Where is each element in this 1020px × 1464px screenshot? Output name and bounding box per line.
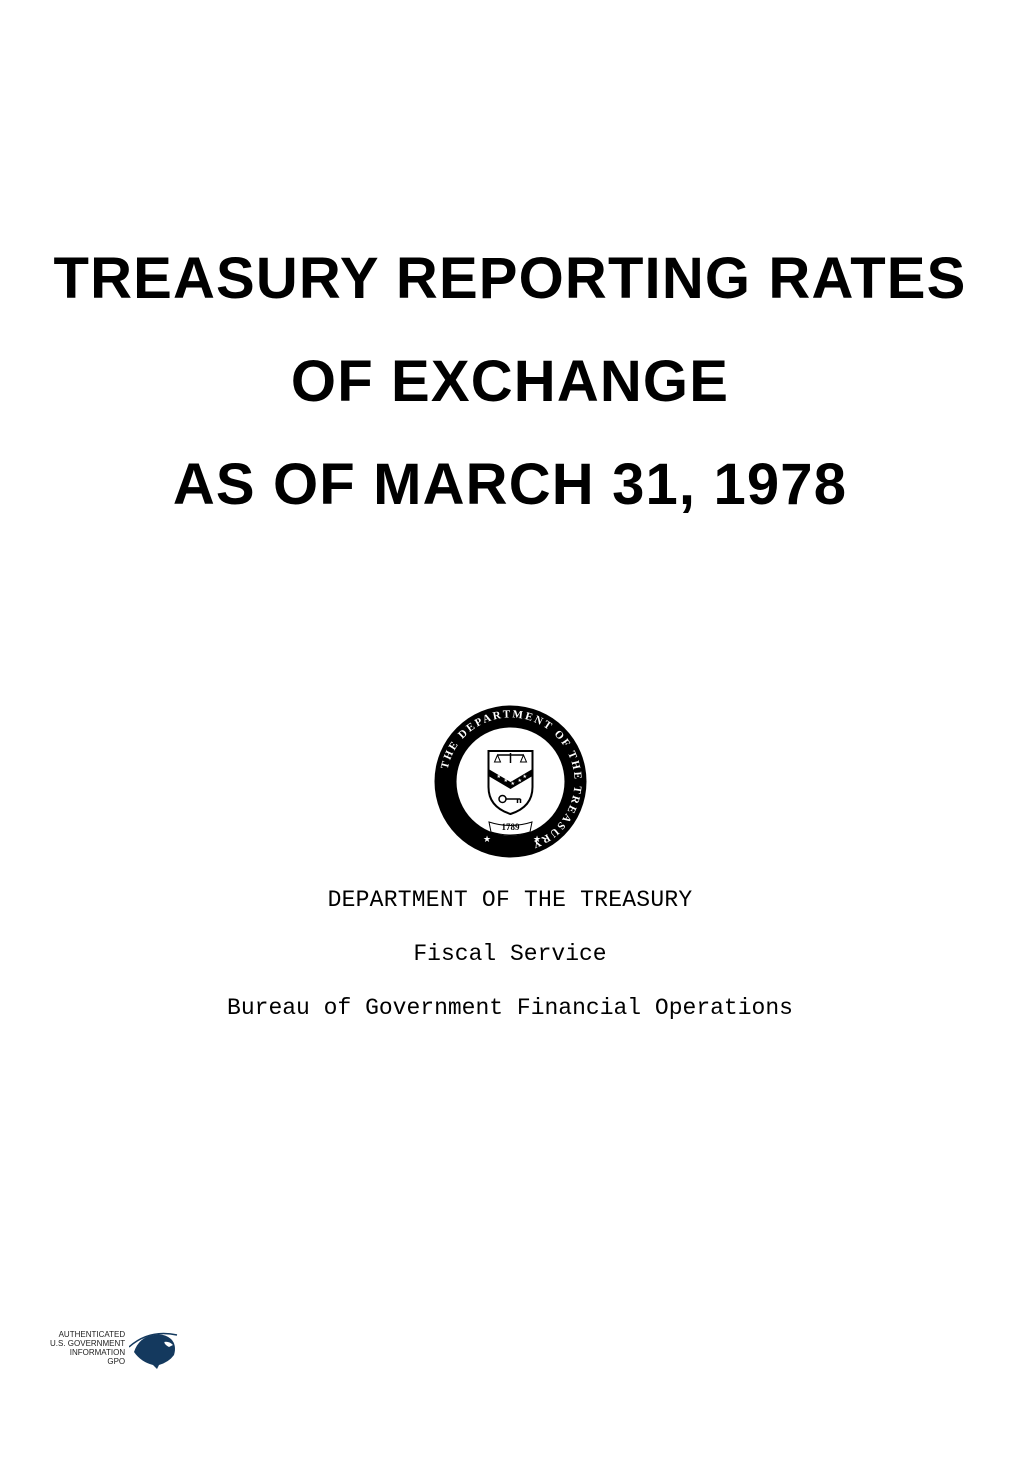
gpo-eagle-icon: [129, 1327, 179, 1372]
fiscal-service-line: Fiscal Service: [413, 941, 606, 967]
svg-text:★: ★: [496, 774, 501, 780]
title-line-2: OF EXCHANGE: [54, 353, 967, 411]
gpo-authentication-stamp-icon: AUTHENTICATED U.S. GOVERNMENT INFORMATIO…: [50, 1324, 190, 1374]
title-line-1: TREASURY REPORTING RATES: [54, 250, 967, 308]
svg-text:★: ★: [533, 834, 541, 844]
department-name: DEPARTMENT OF THE TREASURY: [328, 887, 693, 913]
auth-stamp-text: AUTHENTICATED U.S. GOVERNMENT INFORMATIO…: [50, 1331, 125, 1366]
bureau-line: Bureau of Government Financial Operation…: [227, 995, 793, 1021]
svg-text:★: ★: [522, 774, 527, 780]
document-page: TREASURY REPORTING RATES OF EXCHANGE AS …: [0, 0, 1020, 1464]
title-block: TREASURY REPORTING RATES OF EXCHANGE AS …: [54, 250, 967, 514]
auth-line-4: GPO: [50, 1358, 125, 1367]
title-line-3: AS OF MARCH 31, 1978: [54, 456, 967, 514]
svg-text:★: ★: [483, 834, 491, 844]
treasury-seal-icon: THE DEPARTMENT OF THE TREASURY ★ ★ ★ ★ ★…: [433, 704, 588, 859]
svg-text:★: ★: [503, 778, 508, 784]
svg-text:★: ★: [510, 781, 515, 787]
seal-year: 1789: [501, 822, 520, 832]
